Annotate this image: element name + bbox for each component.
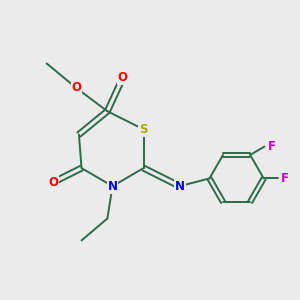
Text: N: N (107, 180, 118, 193)
Text: O: O (48, 176, 58, 189)
Text: F: F (268, 140, 276, 153)
Text: O: O (118, 71, 128, 84)
Text: N: N (175, 180, 185, 193)
Text: S: S (139, 123, 148, 136)
Text: F: F (281, 172, 289, 185)
Text: O: O (71, 82, 81, 94)
